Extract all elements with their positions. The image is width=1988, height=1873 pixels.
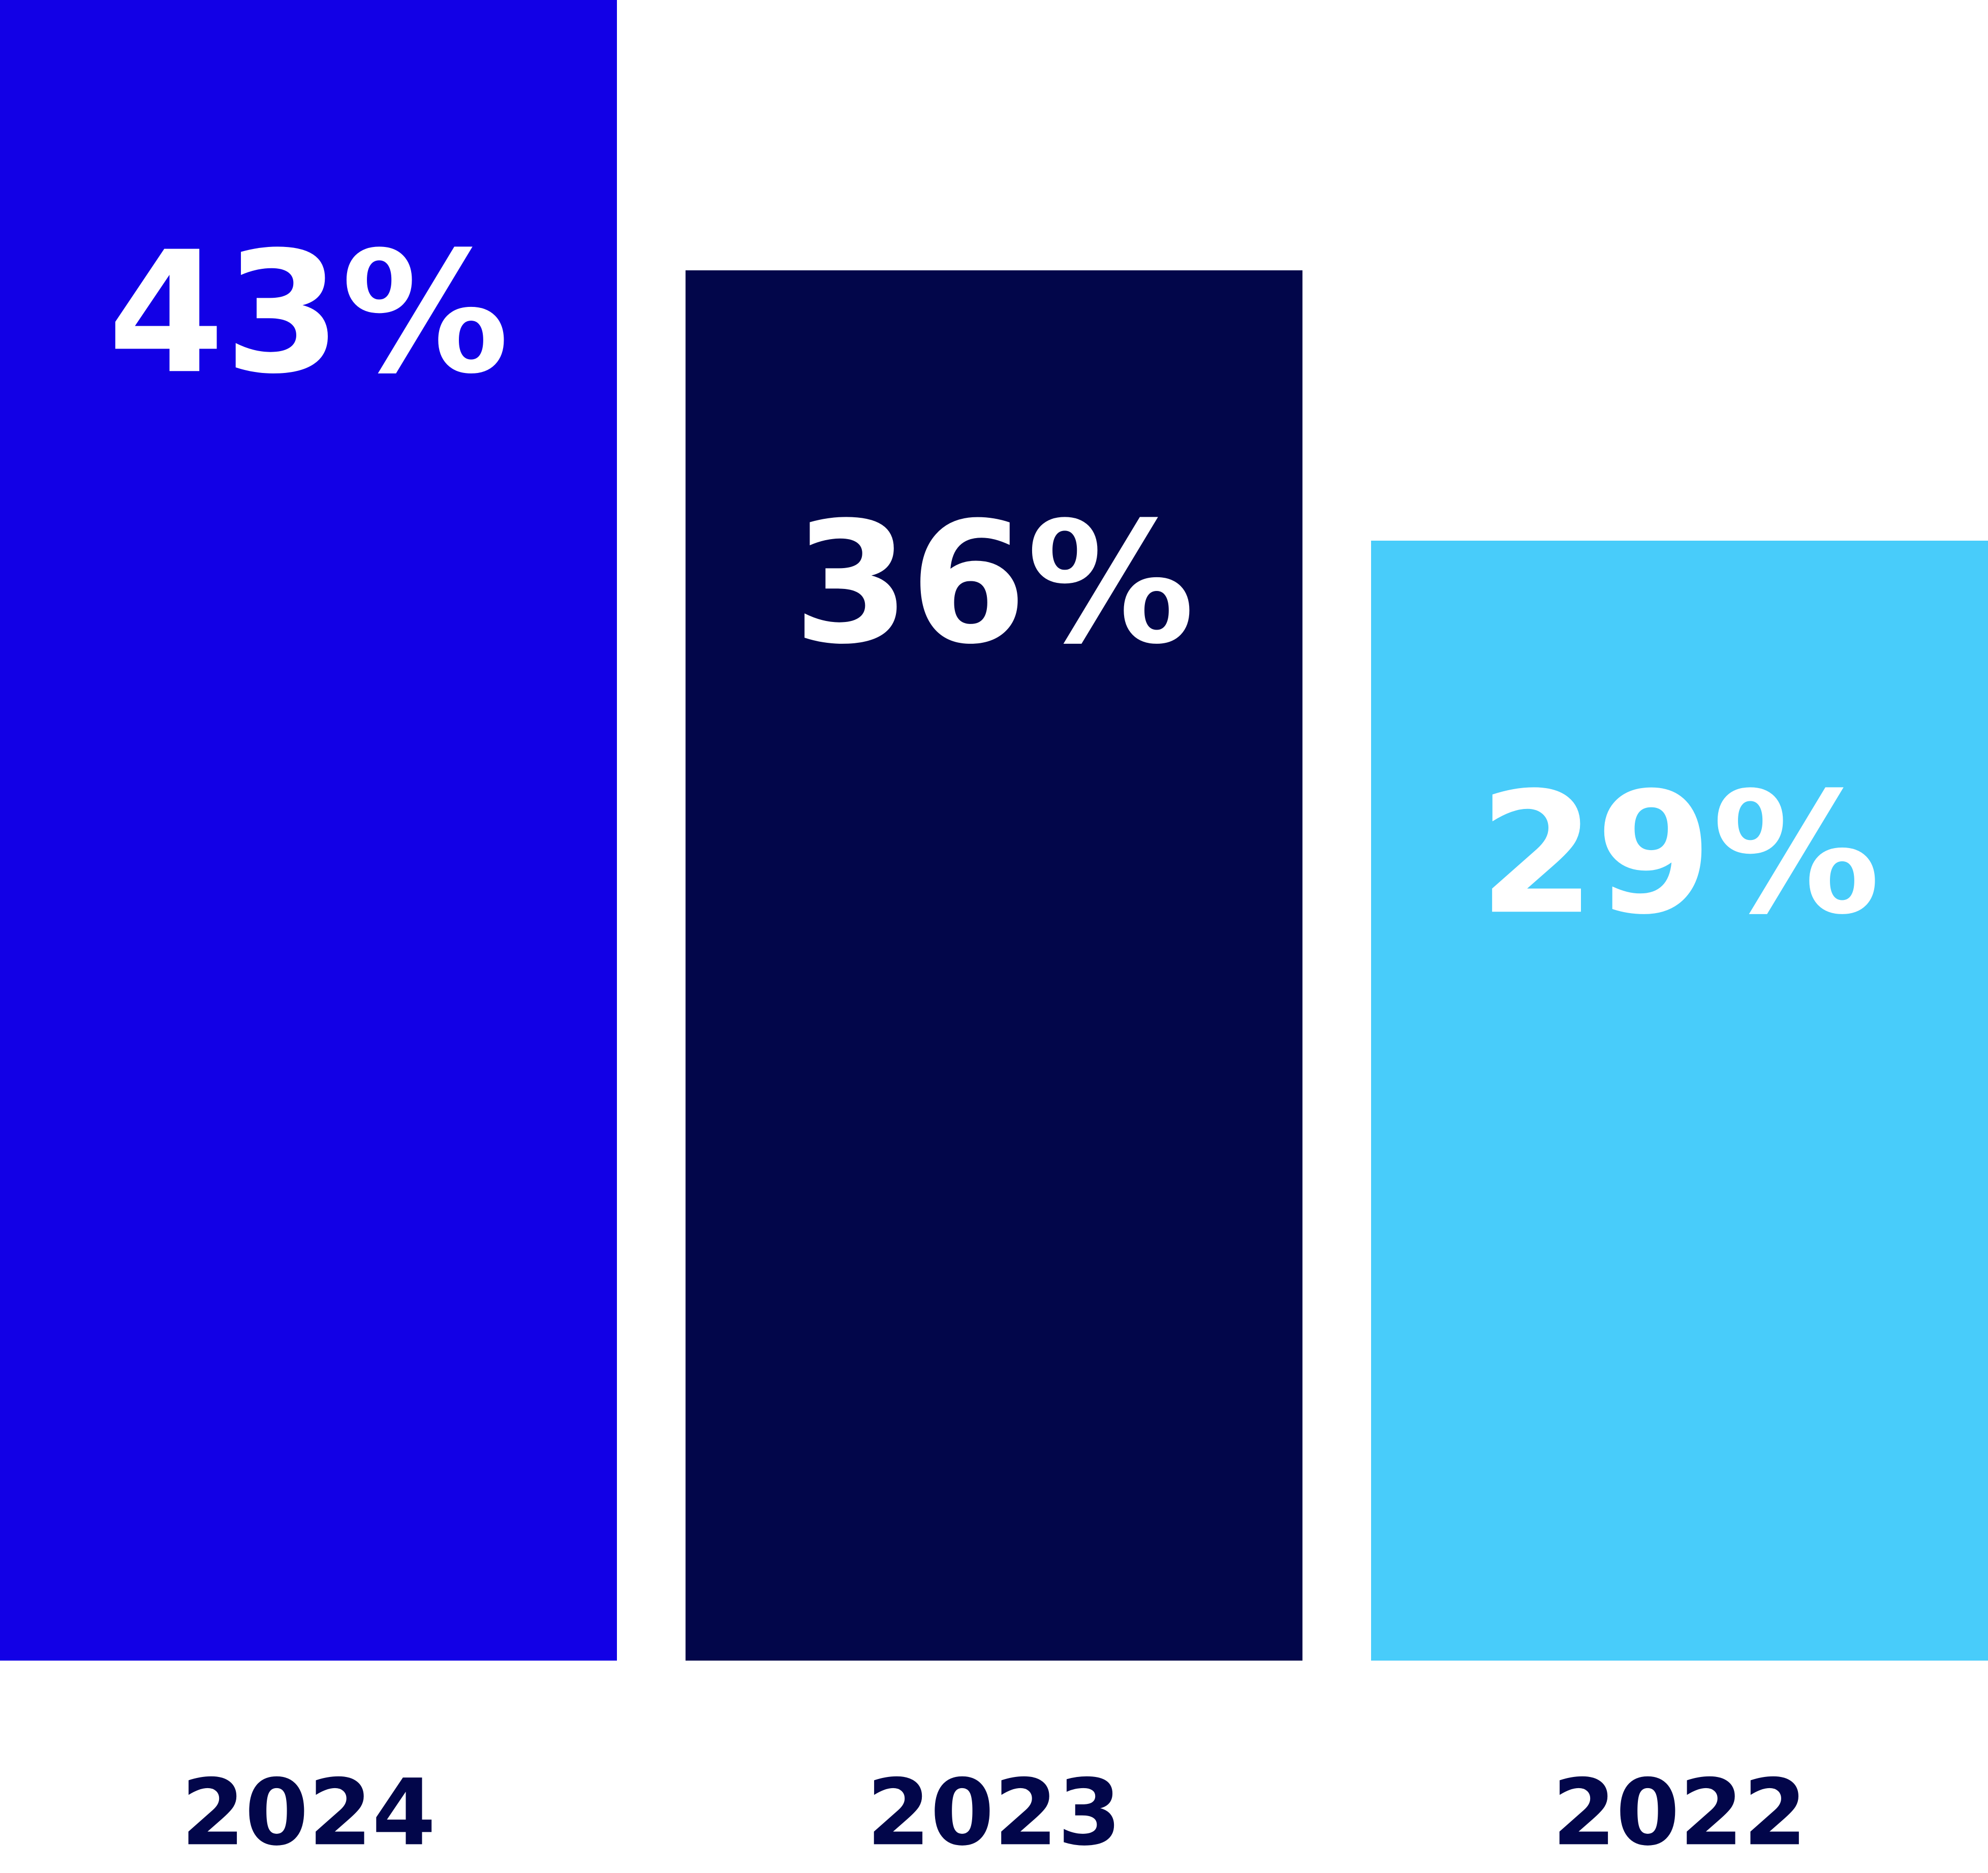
value-label: 29% (1479, 756, 1880, 951)
x-tick-label: 2023 (867, 1760, 1122, 1866)
x-tick-label: 2024 (181, 1760, 436, 1866)
bar (1371, 541, 1988, 1661)
value-label: 43% (108, 215, 509, 411)
value-label: 36% (793, 486, 1195, 681)
bar (686, 270, 1302, 1661)
x-tick-label: 2022 (1552, 1760, 1807, 1866)
bar (0, 0, 617, 1661)
